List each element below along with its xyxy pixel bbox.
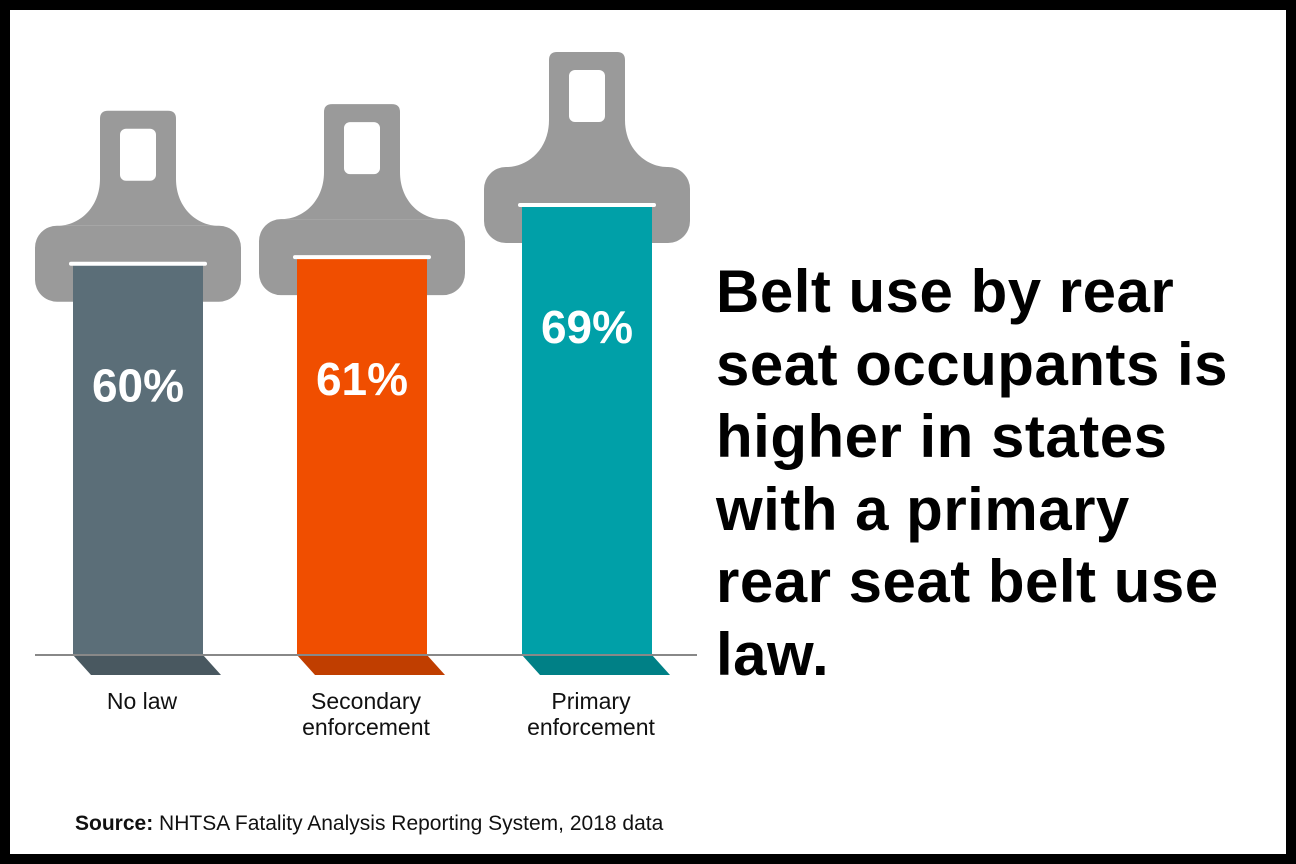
belt-fold bbox=[73, 655, 221, 675]
bar bbox=[297, 257, 427, 655]
belt-fold bbox=[297, 655, 445, 675]
value-label: 69% bbox=[541, 301, 633, 353]
source-label: Source: bbox=[75, 812, 154, 835]
belt-fold bbox=[522, 655, 670, 675]
x-tick-label: No law bbox=[106, 688, 178, 714]
source: Source: NHTSA Fatality Analysis Reportin… bbox=[75, 812, 663, 836]
value-label: 61% bbox=[316, 353, 408, 405]
source-text: NHTSA Fatality Analysis Reporting System… bbox=[159, 812, 664, 835]
chart-title: Belt use by rear seat occupants is highe… bbox=[716, 258, 1229, 688]
buckle-slot bbox=[120, 128, 156, 181]
value-label: 60% bbox=[92, 360, 184, 412]
x-tick-label: Secondary enforcement bbox=[302, 688, 430, 740]
x-tick-label: Primary enforcement bbox=[527, 688, 655, 740]
buckle-slot bbox=[344, 122, 380, 175]
buckle-slot bbox=[569, 70, 605, 122]
bar bbox=[73, 263, 203, 655]
bar bbox=[522, 205, 652, 655]
